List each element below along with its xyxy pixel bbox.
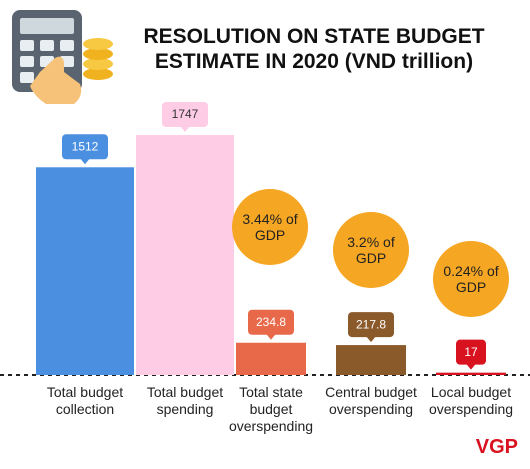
value-label: 17 <box>464 345 478 359</box>
bar <box>336 345 406 375</box>
value-label-box <box>162 102 208 127</box>
bar <box>436 372 506 375</box>
x-tick-label: Local budget overspending <box>428 384 514 417</box>
brand: VGP <box>475 436 518 458</box>
x-tick-label: Total state budget overspending <box>228 384 314 434</box>
value-label-pointer <box>180 126 190 132</box>
value-label-box <box>348 312 394 338</box>
x-tick-label: Total budget spending <box>146 384 224 417</box>
value-label-pointer <box>466 363 476 370</box>
value-label: 1512 <box>72 139 99 153</box>
annotation-circle <box>333 212 409 288</box>
value-label: 234.8 <box>256 315 286 329</box>
value-label-box <box>248 309 294 335</box>
annotation: 3.2% of GDP <box>347 234 395 266</box>
bar <box>36 167 134 375</box>
value-label-pointer <box>266 333 276 340</box>
value-label-pointer <box>80 158 90 165</box>
value-label-box <box>62 134 108 160</box>
x-tick-label: Total budget collection <box>46 384 124 417</box>
annotation: 0.24% of GDP <box>443 263 499 295</box>
calculator-icon <box>12 10 113 104</box>
x-tick-label: Central budget overspending <box>325 384 417 417</box>
bar <box>236 342 306 375</box>
bar <box>136 135 234 375</box>
annotation-circle <box>433 241 509 317</box>
value-label-pointer <box>366 336 376 343</box>
annotation: 3.44% of GDP <box>242 211 298 243</box>
annotation-circle <box>232 189 308 265</box>
value-label: 217.8 <box>356 317 386 331</box>
chart-title: RESOLUTION ON STATE BUDGET ESTIMATE IN 2… <box>143 25 485 73</box>
value-label-box <box>456 339 486 365</box>
value-label: 1747 <box>172 107 199 121</box>
